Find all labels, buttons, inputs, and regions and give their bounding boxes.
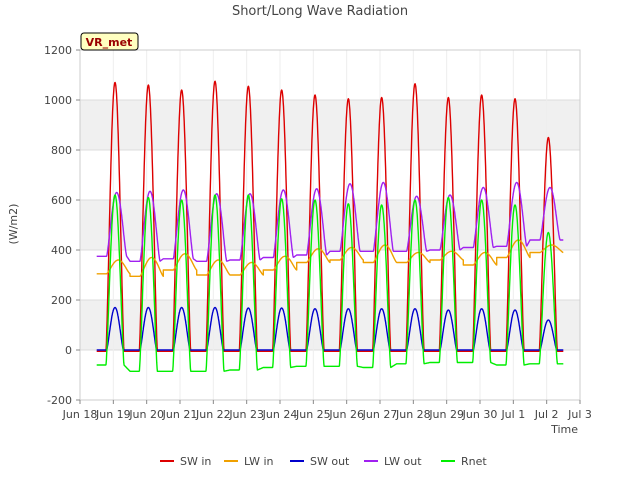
y-tick-label: 200 [51, 294, 72, 307]
x-axis-label: Time [550, 423, 578, 436]
series-line-rnet [96, 194, 564, 372]
plot-bands [80, 100, 580, 350]
x-tick-label: Jun 30 [462, 408, 498, 421]
chart-title: Short/Long Wave Radiation [232, 4, 408, 19]
legend-label: LW out [384, 455, 422, 468]
y-axis-label: (W/m2) [7, 204, 20, 245]
x-tick-label: Jun 28 [395, 408, 431, 421]
grid-band [80, 100, 580, 150]
x-tick-label: Jun 26 [328, 408, 364, 421]
x-tick-label: Jun 25 [295, 408, 331, 421]
plot-area [79, 49, 581, 401]
x-tick-label: Jul 1 [500, 408, 525, 421]
x-tick-label: Jun 20 [128, 408, 164, 421]
series-line-sw-in [96, 80, 564, 352]
y-tick-label: 600 [51, 194, 72, 207]
y-tick-label: 1000 [44, 94, 72, 107]
grid-band [80, 200, 580, 250]
y-tick-label: -200 [47, 394, 72, 407]
x-tick-label: Jun 23 [228, 408, 264, 421]
legend-label: SW in [180, 455, 211, 468]
series-lines [96, 80, 564, 372]
x-tick-label: Jun 22 [195, 408, 231, 421]
x-tick-label: Jun 19 [95, 408, 131, 421]
legend: SW in LW in SW out LW out Rnet [160, 455, 487, 468]
x-tick-label: Jun 21 [162, 408, 198, 421]
grid-band [80, 300, 580, 350]
y-tick-label: 800 [51, 144, 72, 157]
legend-label: Rnet [461, 455, 487, 468]
y-tick-label: 400 [51, 244, 72, 257]
station-badge: VR_met [80, 32, 139, 51]
series-line-lw-out [96, 181, 564, 262]
legend-label: SW out [310, 455, 350, 468]
legend-label: LW in [244, 455, 274, 468]
y-tick-label: 0 [65, 344, 72, 357]
x-tick-label: Jun 29 [428, 408, 464, 421]
y-tick-label: 1200 [44, 44, 72, 57]
x-tick-label: Jun 24 [262, 408, 298, 421]
y-axis: -200 0 200 400 600 800 1000 1200 [44, 44, 80, 407]
x-tick-label: Jun 27 [362, 408, 398, 421]
x-tick-label: Jun 18 [62, 408, 98, 421]
x-tick-label: Jul 2 [534, 408, 559, 421]
x-tick-label: Jul 3 [567, 408, 592, 421]
station-badge-text: VR_met [86, 36, 133, 49]
